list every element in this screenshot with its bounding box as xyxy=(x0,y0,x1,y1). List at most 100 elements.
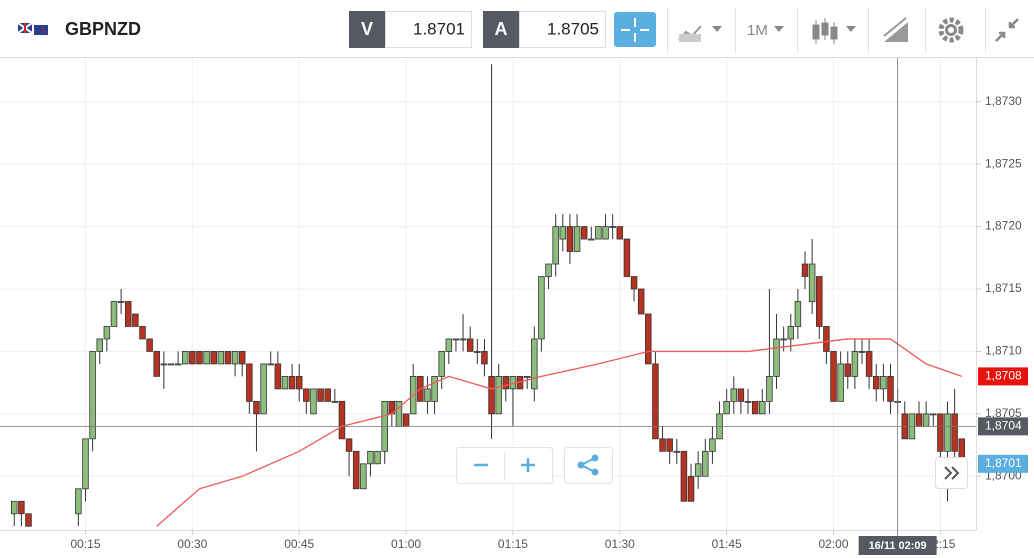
candle-body xyxy=(523,376,531,378)
scroll-right-button[interactable] xyxy=(935,457,968,489)
candle-body xyxy=(181,351,189,365)
candle-body xyxy=(830,351,837,402)
chart-type-button[interactable] xyxy=(678,25,722,42)
candle-body xyxy=(922,413,930,427)
ask-label: A xyxy=(495,19,508,39)
candle-body xyxy=(160,363,168,366)
candle-body xyxy=(466,338,474,352)
plot-area xyxy=(0,58,976,530)
candle-body xyxy=(773,338,780,377)
price-marker-label: 1,8708 xyxy=(985,369,1022,383)
candle-body xyxy=(687,475,695,502)
candle-body xyxy=(431,376,438,402)
candle-body xyxy=(531,338,538,390)
bid-button[interactable] xyxy=(349,11,385,48)
candle-body xyxy=(723,400,730,415)
candle-body xyxy=(424,388,431,402)
price-marker-label: 1,8701 xyxy=(985,456,1022,470)
candle-body xyxy=(666,438,673,452)
crosshair-time-label: 16/11 02:09 xyxy=(869,540,927,552)
share-button[interactable] xyxy=(564,447,613,484)
ask-button[interactable] xyxy=(483,11,519,48)
candle-body xyxy=(951,413,958,452)
candle-body xyxy=(623,238,631,277)
candle-body xyxy=(744,400,752,403)
candle-body xyxy=(75,488,82,515)
candle-body xyxy=(110,301,118,327)
candle-body xyxy=(18,500,25,515)
candle-body xyxy=(360,463,367,490)
candle-body xyxy=(538,276,545,340)
candle-body xyxy=(295,376,303,390)
crosshair-button[interactable] xyxy=(614,12,656,47)
price-marker xyxy=(978,454,1028,473)
y-tick-label: 1,8710 xyxy=(985,344,1022,358)
candle-body xyxy=(224,351,232,365)
symbol: GBPNZD xyxy=(65,19,141,39)
candle-body xyxy=(303,388,310,402)
x-tick-label: 01:45 xyxy=(712,537,742,551)
candle-body xyxy=(438,351,445,377)
candle-body xyxy=(488,376,495,415)
timeframe-button[interactable]: 1M xyxy=(747,22,784,39)
candle-body xyxy=(659,438,666,452)
candle-body xyxy=(317,388,324,402)
candle-body xyxy=(573,226,581,252)
candle-body xyxy=(858,351,866,353)
candle-body xyxy=(937,413,944,452)
candle-body xyxy=(602,226,609,240)
candle-body xyxy=(146,338,153,352)
candle-body xyxy=(801,263,809,277)
candle-body xyxy=(566,226,574,252)
candle-style-button[interactable] xyxy=(812,18,856,44)
candle-body xyxy=(637,288,645,315)
y-tick-label: 1,8720 xyxy=(985,219,1022,233)
candle-body xyxy=(217,351,225,365)
candle-body xyxy=(253,400,260,415)
candle-body xyxy=(759,400,766,415)
candle-body xyxy=(203,351,210,365)
crosshair-time-box xyxy=(858,536,937,555)
candle-body xyxy=(82,438,89,490)
candle-body xyxy=(459,338,467,341)
candle-body xyxy=(787,326,795,340)
candle-body xyxy=(780,338,787,341)
candle-body xyxy=(260,363,267,415)
zoom-control xyxy=(456,447,553,484)
candle-body xyxy=(823,326,830,352)
price-marker xyxy=(978,367,1028,386)
candle-body xyxy=(210,351,217,365)
candle-body xyxy=(345,438,353,452)
candle-body xyxy=(673,450,681,453)
candle-body xyxy=(794,301,802,327)
candle-body xyxy=(552,226,559,265)
collapse-button[interactable] xyxy=(995,18,1019,42)
candle-body xyxy=(402,413,410,427)
candle-body xyxy=(630,276,638,290)
ask-price: 1.8705 xyxy=(547,19,599,38)
candle-body xyxy=(288,376,296,390)
candle-body xyxy=(267,363,274,366)
settings-button[interactable] xyxy=(938,17,964,43)
candle-body xyxy=(559,226,567,240)
candle-body xyxy=(246,363,253,402)
candle-body xyxy=(873,376,880,390)
candle-body xyxy=(174,363,182,366)
zoom-in-button[interactable] xyxy=(521,458,535,472)
candle-body xyxy=(944,413,951,452)
candle-body xyxy=(132,313,139,327)
x-tick-label: 00:45 xyxy=(284,537,314,551)
candle-body xyxy=(865,351,873,377)
candle-body xyxy=(331,400,339,403)
ask-box xyxy=(519,11,606,48)
candle-body xyxy=(25,513,32,527)
candle-body xyxy=(645,313,652,365)
candle-body xyxy=(652,363,659,440)
candle-body xyxy=(367,450,374,465)
candle-body xyxy=(595,226,602,240)
price-marker-label: 1,8704 xyxy=(985,419,1022,433)
price-marker xyxy=(978,417,1028,436)
drawing-button[interactable] xyxy=(883,17,908,42)
